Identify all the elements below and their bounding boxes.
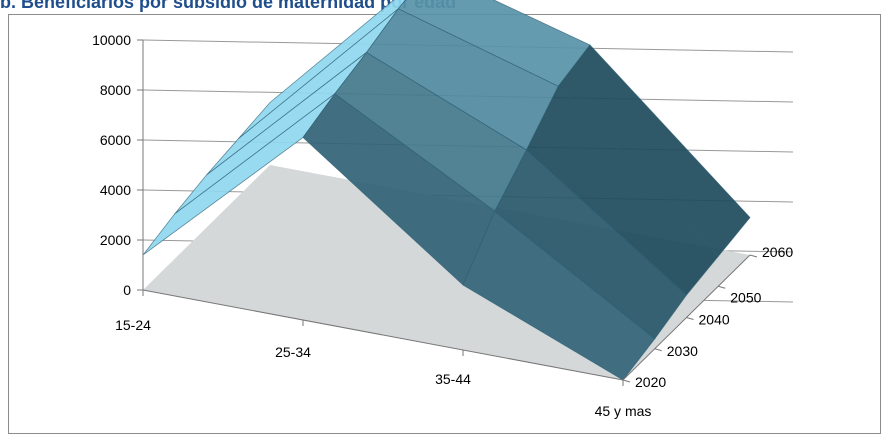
x-tick-label-2: 35-44 xyxy=(435,371,471,387)
z-tick-label-1: 2000 xyxy=(100,232,131,248)
axes xyxy=(137,39,758,386)
z-tick-label-5: 10000 xyxy=(92,32,131,48)
z-tick-label-3: 6000 xyxy=(100,132,131,148)
y-tick-mark-2 xyxy=(686,317,694,320)
surface-cell-0-2 xyxy=(462,210,656,381)
x-tick-label-3: 45 y mas xyxy=(595,403,652,419)
x-tick-label-1: 25-34 xyxy=(275,344,311,360)
surface-chart: 0 2000 4000 6000 8000 10000 15-24 25-34 35-44 45 … xyxy=(92,0,793,419)
y-tick-label-2: 2040 xyxy=(699,312,730,328)
z-tick-label-0: 0 xyxy=(123,282,131,298)
y-tick-label-0: 2020 xyxy=(635,374,666,390)
surface-mesh xyxy=(142,0,751,381)
y-tick-mark-0 xyxy=(622,379,631,383)
y-tick-label-3: 2050 xyxy=(730,289,761,305)
y-tick-mark-1 xyxy=(654,348,662,352)
y-tick-mark-4 xyxy=(749,254,758,258)
x-axis-line xyxy=(142,289,624,381)
y-tick-label-1: 2030 xyxy=(667,343,698,359)
z-tick-label-4: 8000 xyxy=(100,82,131,98)
y-tick-mark-3 xyxy=(718,285,726,289)
x-tick-label-0: 15-24 xyxy=(115,317,151,333)
y-tick-label-4: 2060 xyxy=(762,244,793,260)
z-tick-label-2: 4000 xyxy=(100,182,131,198)
chart-title: b. Beneficiarios por subsidio de materni… xyxy=(0,0,457,12)
axis-labels: 0 2000 4000 6000 8000 10000 15-24 25-34 35-44 45 … xyxy=(92,32,793,419)
